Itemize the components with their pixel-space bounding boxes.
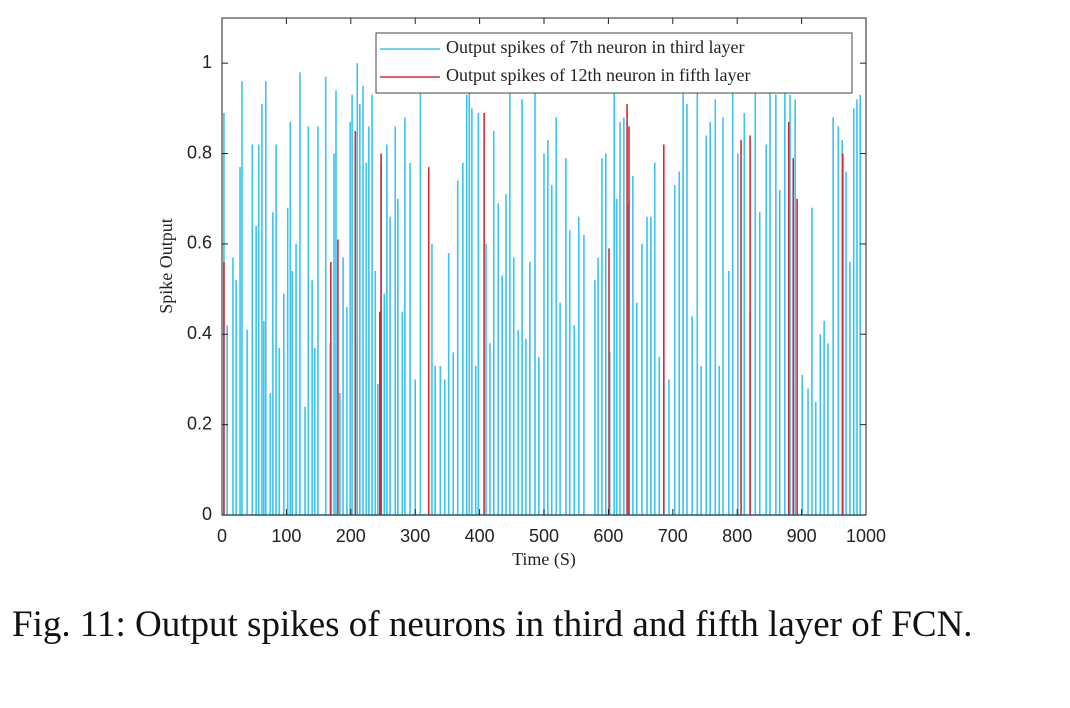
x-tick-label: 400 [465,526,495,546]
legend-box [375,32,853,94]
x-tick-label: 700 [658,526,688,546]
y-tick-label: 0.6 [187,233,212,253]
x-tick-label: 100 [271,526,301,546]
y-tick-label: 0.8 [187,142,212,162]
x-tick-label: 900 [787,526,817,546]
y-tick-label: 1 [202,52,212,72]
y-tick-label: 0 [202,504,212,524]
legend-label: Output spikes of 12th neuron in fifth la… [446,65,750,85]
y-tick-label: 0.4 [187,323,212,343]
x-axis-label: Time (S) [512,549,576,570]
chart: Time (S) Spike Output 0 100 200 300 400 500 60… [156,17,886,570]
x-tick-label: 1000 [846,526,886,546]
y-tick-label: 0.2 [187,413,212,433]
caption: Fig. 11: Output spikes of neurons in thi… [12,604,973,645]
plot-frame [221,17,867,516]
x-tick-label: 600 [593,526,623,546]
x-tick-label: 200 [336,526,366,546]
x-tick-label: 0 [217,526,227,546]
legend-label: Output spikes of 7th neuron in third lay… [446,37,744,57]
x-tick-label: 300 [400,526,430,546]
x-tick-label: 800 [722,526,752,546]
x-tick-label: 500 [529,526,559,546]
y-axis-label: Spike Output [156,218,176,314]
